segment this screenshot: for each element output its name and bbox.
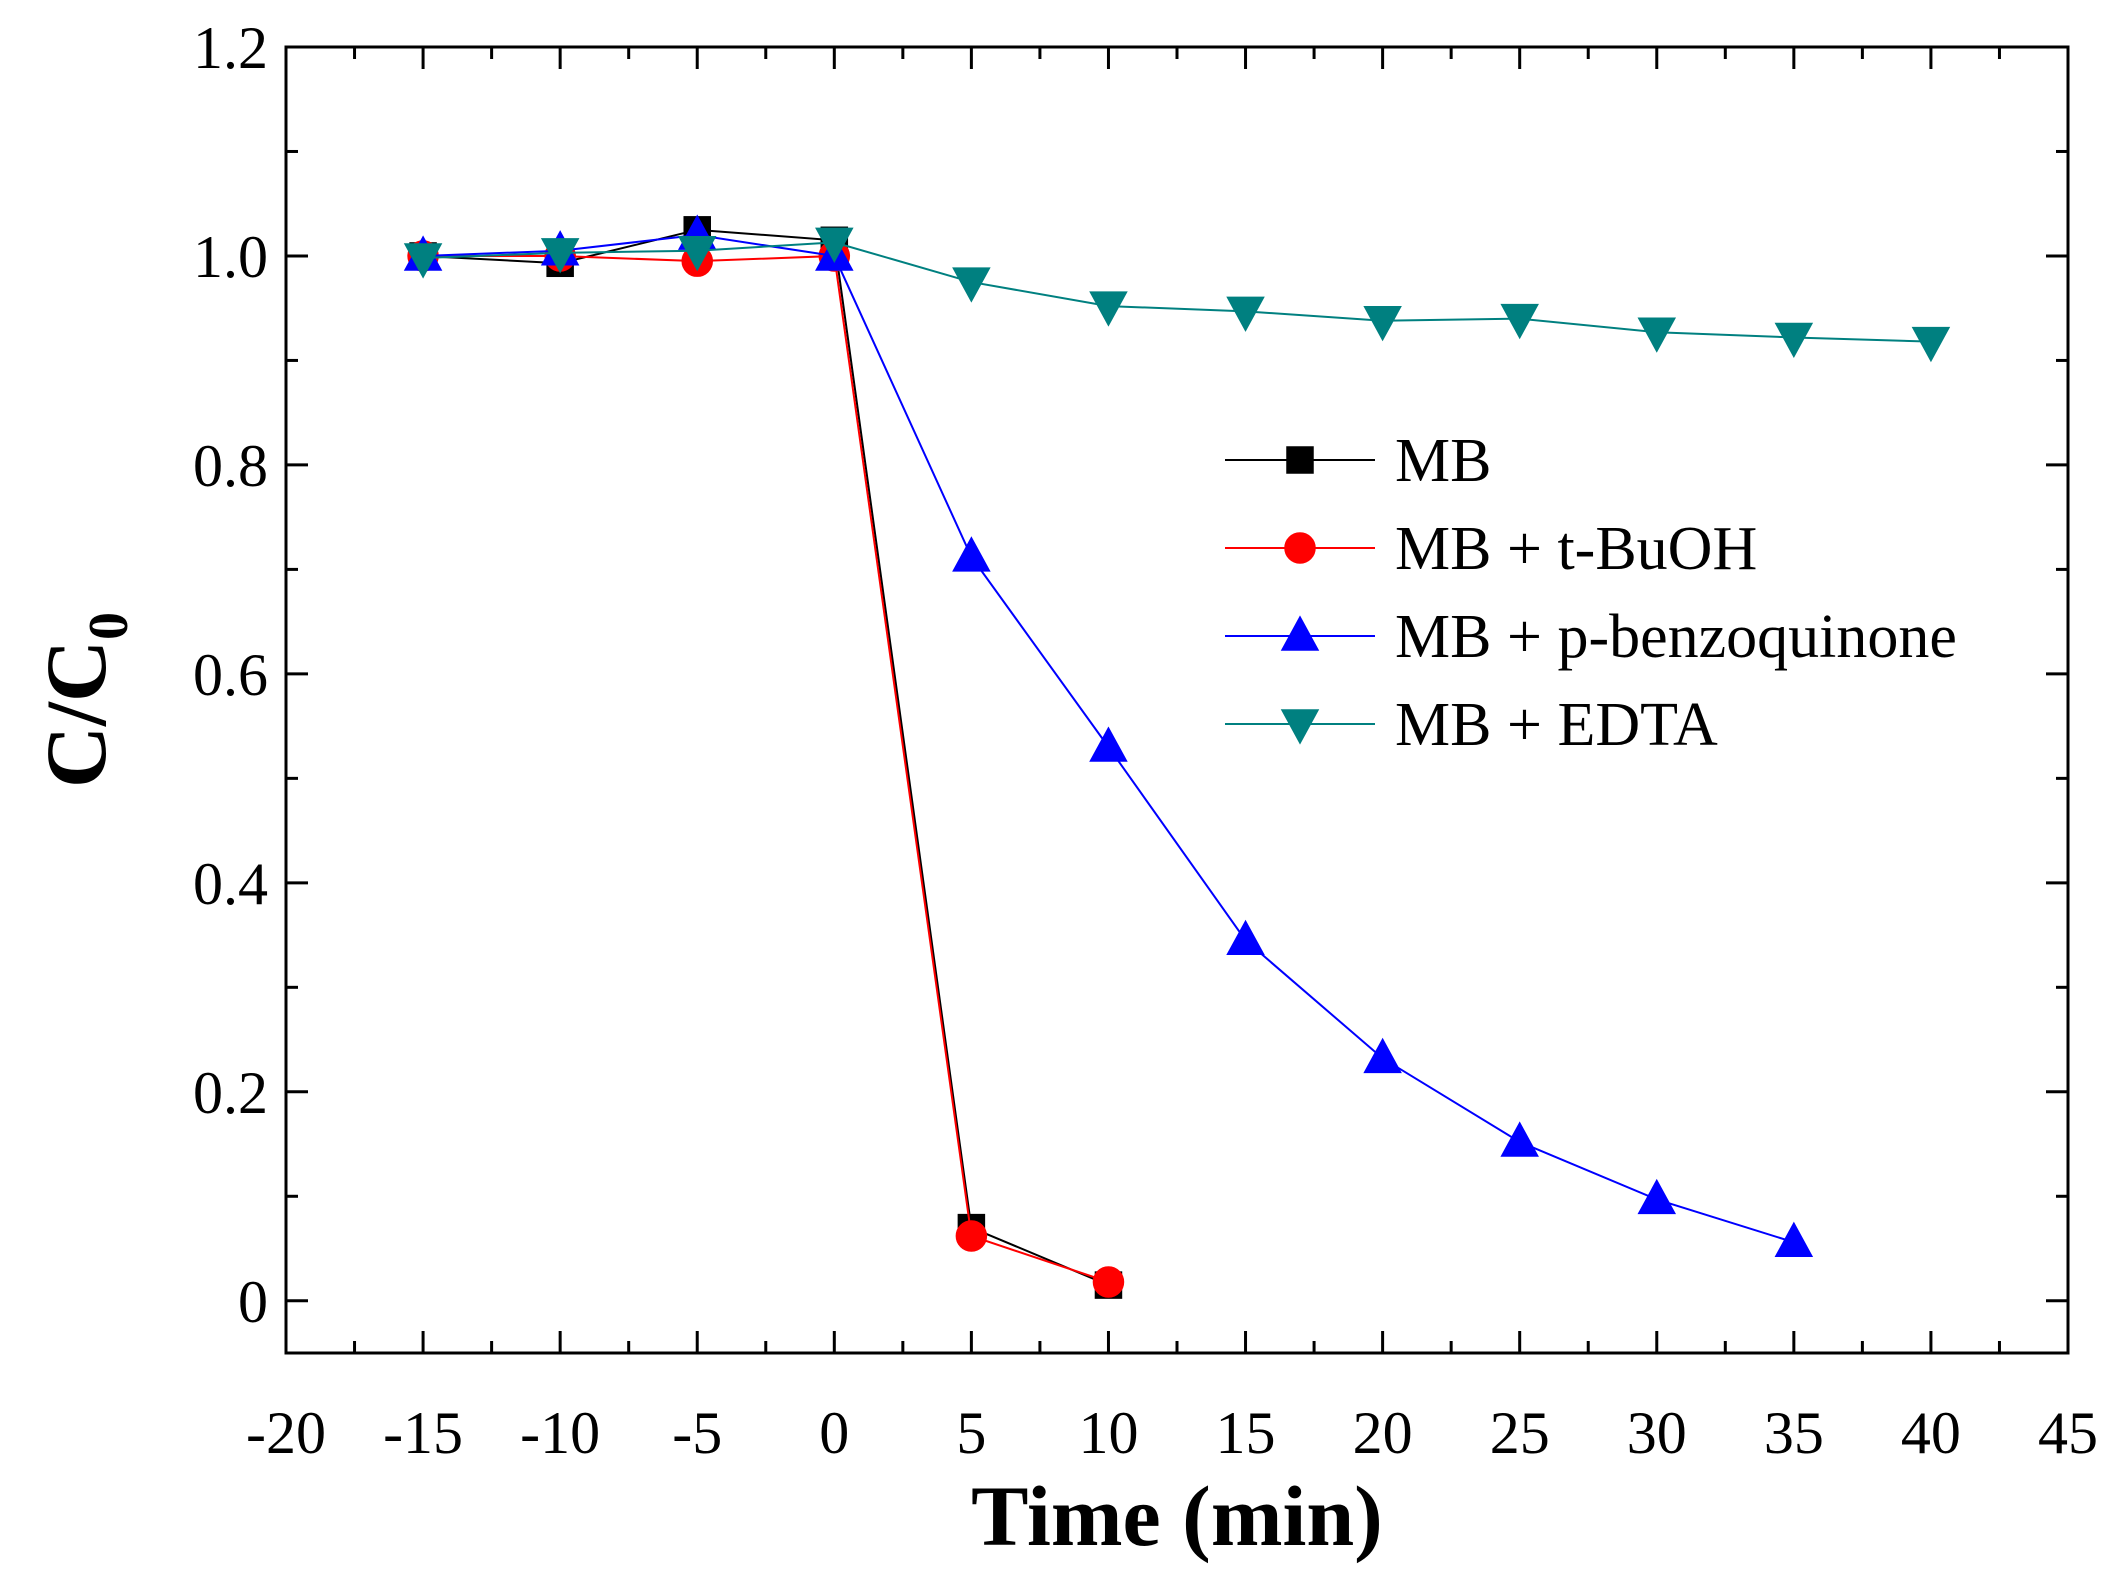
x-tick-label: 35 — [1764, 1400, 1824, 1466]
x-tick-label: -5 — [672, 1400, 722, 1466]
data-point — [1774, 322, 1814, 359]
y-tick-label: 1.0 — [193, 224, 268, 290]
legend-entry: MB — [1225, 427, 1491, 495]
x-tick-label: 25 — [1490, 1400, 1550, 1466]
x-tick-label: 45 — [2038, 1400, 2098, 1466]
x-tick-label: 10 — [1078, 1400, 1138, 1466]
x-tick-label: 5 — [956, 1400, 986, 1466]
data-point — [1500, 1121, 1539, 1157]
data-point — [1500, 303, 1539, 340]
series-3 — [403, 227, 1951, 363]
x-axis-title: Time (min) — [971, 1468, 1383, 1564]
legend-marker — [1280, 709, 1320, 745]
legend-label: MB — [1395, 427, 1491, 495]
x-tick-label: -15 — [383, 1400, 463, 1466]
series-line — [423, 254, 1109, 1283]
y-tick-label: 1.2 — [193, 15, 268, 81]
data-point — [1911, 326, 1951, 363]
x-tick-label: 40 — [1901, 1400, 1961, 1466]
x-tick-label: 20 — [1353, 1400, 1413, 1466]
x-tick-label: -20 — [246, 1400, 326, 1466]
series-1 — [407, 240, 1125, 1298]
data-point — [955, 1220, 988, 1252]
series-0 — [409, 216, 1123, 1299]
data-point — [1089, 291, 1128, 327]
legend-marker — [1280, 615, 1320, 651]
y-tick-label: 0.4 — [193, 851, 268, 917]
data-point — [403, 243, 443, 279]
x-tick-label: 15 — [1216, 1400, 1276, 1466]
legend: MB MB + t-BuOH MB + p-benzoquinone MB + EDT… — [1225, 427, 1957, 759]
data-point — [1089, 726, 1128, 762]
y-axis-title-subscript: 0 — [78, 612, 140, 640]
y-axis-title-main: C/C — [28, 640, 124, 788]
legend-label: MB + p-benzoquinone — [1395, 603, 1957, 671]
y-tick-label: 0 — [238, 1269, 268, 1335]
series-layer — [403, 214, 1951, 1299]
legend-label: MB + EDTA — [1395, 691, 1718, 759]
data-point — [1774, 1221, 1814, 1258]
data-point — [1363, 305, 1402, 342]
data-point — [1637, 1178, 1677, 1215]
data-point — [677, 235, 717, 272]
y-tick-label: 0.2 — [193, 1060, 268, 1126]
series-line — [423, 228, 1109, 1287]
data-point — [540, 238, 580, 274]
x-tick-label: 0 — [819, 1400, 849, 1466]
legend-entry: MB + p-benzoquinone — [1225, 603, 1957, 671]
data-point — [1092, 1266, 1125, 1298]
legend-entry: MB + t-BuOH — [1225, 515, 1757, 583]
data-point — [1226, 919, 1265, 956]
data-point — [1363, 1037, 1402, 1074]
legend-marker — [1284, 532, 1316, 564]
legend-marker — [1286, 446, 1314, 474]
y-tick-label: 0.6 — [193, 642, 268, 708]
y-tick-label: 0.8 — [193, 433, 268, 499]
data-point — [1226, 296, 1265, 332]
legend-entry: MB + EDTA — [1225, 691, 1718, 759]
x-axis-ticks: -20 -15 -10 -5 0 5 10 15 20 25 30 35 40 45 — [246, 47, 2098, 1466]
y-axis-title: C/C0 — [28, 612, 140, 788]
series-line — [423, 241, 1931, 343]
legend-label: MB + t-BuOH — [1395, 515, 1757, 583]
y-axis-ticks: 0 0.2 0.4 0.6 0.8 1.0 1.2 — [193, 15, 2068, 1335]
data-point — [815, 227, 854, 263]
x-tick-label: 30 — [1627, 1400, 1687, 1466]
data-point — [952, 267, 991, 303]
data-point — [952, 536, 991, 572]
data-point — [1637, 317, 1677, 353]
x-tick-label: -10 — [520, 1400, 600, 1466]
